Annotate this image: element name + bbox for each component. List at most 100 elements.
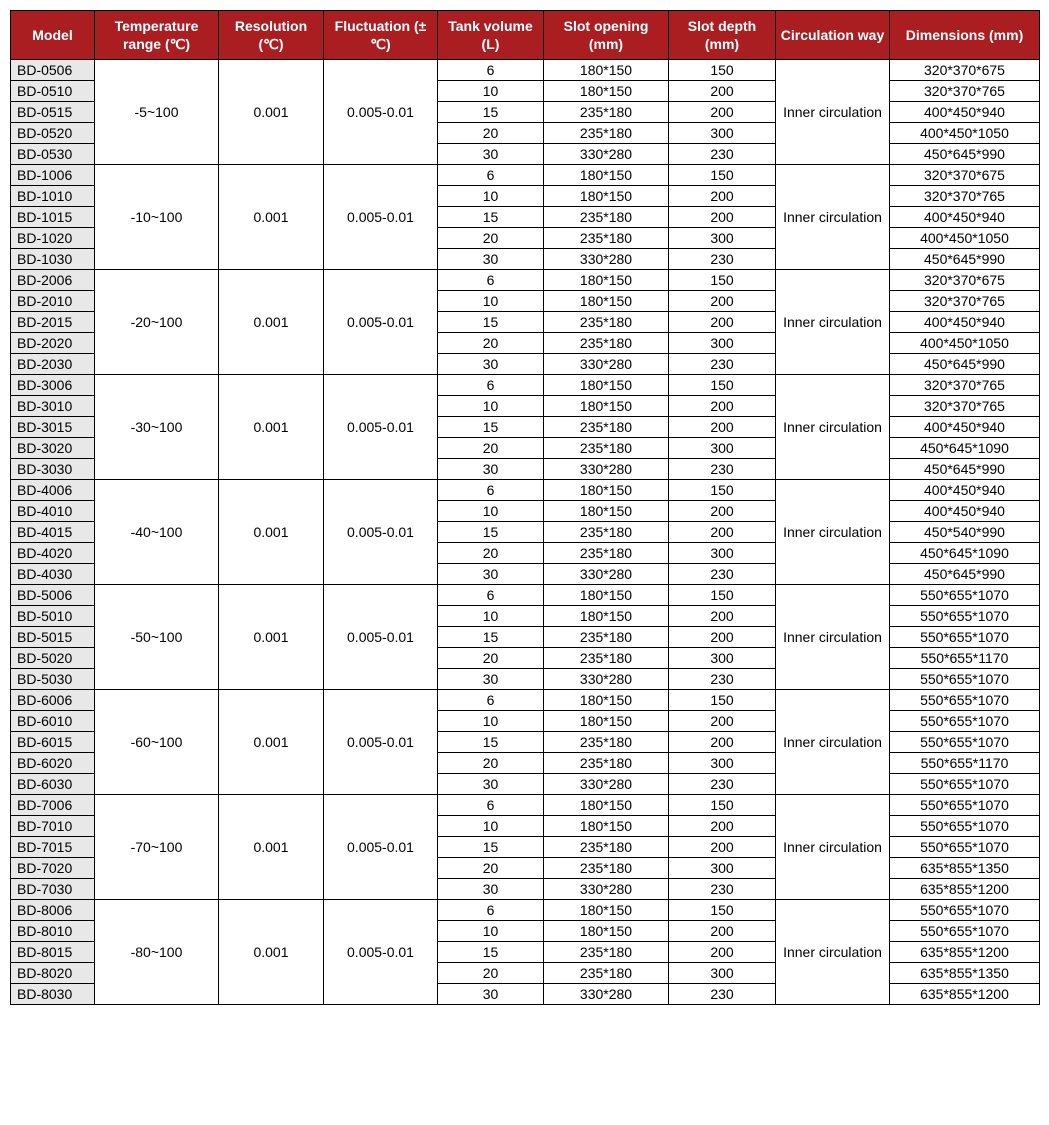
cell-model: BD-1015 [11,207,95,228]
cell-dims: 550*655*1070 [890,690,1040,711]
cell-depth: 300 [669,228,776,249]
cell-depth: 300 [669,753,776,774]
cell-slot: 235*180 [544,858,669,879]
cell-tank: 6 [438,480,544,501]
cell-res: 0.001 [219,480,324,585]
cell-model: BD-4015 [11,522,95,543]
cell-dims: 550*655*1070 [890,711,1040,732]
cell-depth: 200 [669,816,776,837]
cell-slot: 330*280 [544,144,669,165]
cell-circ: Inner circulation [776,900,890,1005]
cell-slot: 180*150 [544,501,669,522]
cell-tank: 15 [438,417,544,438]
cell-model: BD-0520 [11,123,95,144]
cell-depth: 300 [669,123,776,144]
cell-res: 0.001 [219,900,324,1005]
table-row: BD-1006-10~1000.0010.005-0.016180*150150… [11,165,1040,186]
cell-dims: 450*645*990 [890,354,1040,375]
cell-depth: 200 [669,417,776,438]
cell-dims: 550*655*1070 [890,627,1040,648]
cell-depth: 230 [669,354,776,375]
cell-tank: 30 [438,249,544,270]
cell-dims: 550*655*1070 [890,900,1040,921]
cell-circ: Inner circulation [776,165,890,270]
cell-model: BD-8015 [11,942,95,963]
cell-slot: 330*280 [544,459,669,480]
col-depth: Slot depth (mm) [669,11,776,60]
cell-slot: 180*150 [544,291,669,312]
cell-model: BD-1006 [11,165,95,186]
col-slot: Slot opening (mm) [544,11,669,60]
cell-dims: 550*655*1070 [890,585,1040,606]
cell-tank: 6 [438,375,544,396]
cell-dims: 450*645*990 [890,144,1040,165]
col-res: Resolution (℃) [219,11,324,60]
cell-slot: 180*150 [544,165,669,186]
cell-depth: 200 [669,102,776,123]
cell-dims: 635*855*1200 [890,879,1040,900]
cell-fluc: 0.005-0.01 [324,690,438,795]
cell-dims: 450*645*990 [890,459,1040,480]
cell-res: 0.001 [219,165,324,270]
cell-tank: 15 [438,102,544,123]
cell-model: BD-5030 [11,669,95,690]
cell-slot: 180*150 [544,375,669,396]
cell-model: BD-7006 [11,795,95,816]
cell-dims: 635*855*1350 [890,963,1040,984]
cell-model: BD-2006 [11,270,95,291]
cell-tank: 15 [438,837,544,858]
cell-res: 0.001 [219,795,324,900]
cell-tank: 30 [438,774,544,795]
cell-dims: 550*655*1070 [890,774,1040,795]
cell-fluc: 0.005-0.01 [324,375,438,480]
cell-temp: -40~100 [95,480,219,585]
cell-model: BD-5015 [11,627,95,648]
cell-depth: 300 [669,963,776,984]
cell-model: BD-5020 [11,648,95,669]
cell-depth: 200 [669,606,776,627]
cell-slot: 180*150 [544,186,669,207]
cell-dims: 635*855*1200 [890,942,1040,963]
cell-depth: 200 [669,186,776,207]
cell-model: BD-2010 [11,291,95,312]
cell-dims: 320*370*675 [890,60,1040,81]
cell-depth: 300 [669,438,776,459]
cell-depth: 200 [669,711,776,732]
cell-slot: 180*150 [544,480,669,501]
cell-depth: 200 [669,501,776,522]
cell-dims: 400*450*940 [890,207,1040,228]
cell-slot: 235*180 [544,522,669,543]
cell-slot: 235*180 [544,438,669,459]
table-row: BD-4006-40~1000.0010.005-0.016180*150150… [11,480,1040,501]
col-model: Model [11,11,95,60]
cell-model: BD-8020 [11,963,95,984]
cell-depth: 230 [669,249,776,270]
cell-tank: 15 [438,942,544,963]
cell-depth: 200 [669,312,776,333]
cell-slot: 235*180 [544,543,669,564]
cell-dims: 400*450*940 [890,501,1040,522]
cell-temp: -80~100 [95,900,219,1005]
cell-slot: 235*180 [544,102,669,123]
cell-model: BD-8010 [11,921,95,942]
cell-dims: 550*655*1170 [890,753,1040,774]
cell-slot: 235*180 [544,333,669,354]
cell-depth: 300 [669,333,776,354]
cell-depth: 230 [669,879,776,900]
cell-circ: Inner circulation [776,690,890,795]
cell-tank: 10 [438,291,544,312]
cell-tank: 20 [438,858,544,879]
cell-model: BD-7010 [11,816,95,837]
cell-model: BD-5006 [11,585,95,606]
cell-temp: -60~100 [95,690,219,795]
cell-model: BD-0530 [11,144,95,165]
cell-tank: 30 [438,354,544,375]
cell-model: BD-4010 [11,501,95,522]
cell-tank: 15 [438,732,544,753]
cell-depth: 200 [669,81,776,102]
table-row: BD-5006-50~1000.0010.005-0.016180*150150… [11,585,1040,606]
cell-model: BD-3015 [11,417,95,438]
cell-dims: 320*370*675 [890,165,1040,186]
cell-dims: 400*450*940 [890,417,1040,438]
cell-fluc: 0.005-0.01 [324,585,438,690]
